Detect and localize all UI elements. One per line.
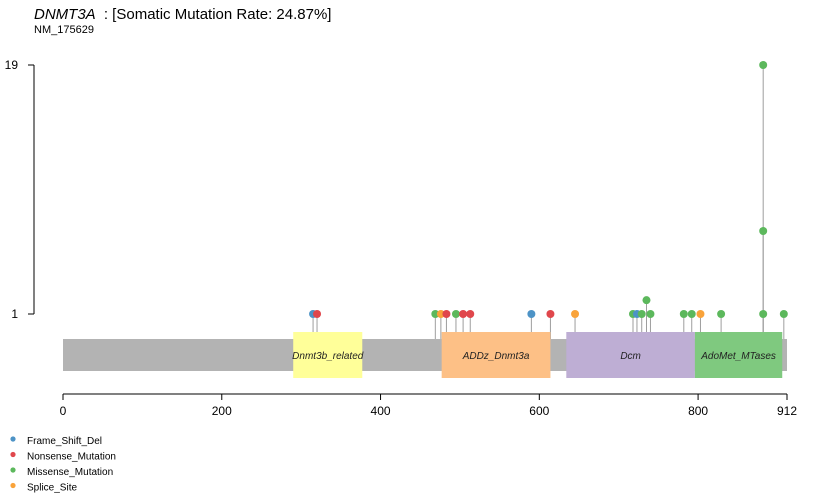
domain-dnmt3b-related (293, 332, 363, 378)
x-tick-label: 0 (60, 404, 67, 418)
domain-dcm (566, 332, 695, 378)
y-tick-label: 19 (5, 58, 19, 72)
mutation-point (646, 310, 655, 318)
x-tick-label: 400 (371, 404, 391, 418)
mutation-point (546, 310, 555, 318)
chart-title: DNMT3A : [Somatic Mutation Rate: 24.87%] (34, 6, 331, 23)
mutation-point (436, 310, 445, 318)
domain-adomet-mtases (694, 332, 783, 378)
x-tick-label: 912 (777, 404, 797, 418)
x-axis: 0 200 400 600 800 912 (60, 393, 797, 418)
mutation-point (451, 310, 460, 318)
domain-label: ADDz_Dnmt3a (462, 351, 530, 362)
legend-marker (10, 451, 16, 458)
domain-label: Dcm (620, 351, 641, 362)
legend-marker (10, 482, 16, 489)
domain-layer: Dnmt3b_related ADDz_Dnmt3a Dcm AdoMet_MTase… (292, 332, 783, 378)
mutation-point (431, 310, 440, 318)
mutation-point-layer (309, 61, 788, 318)
legend-label: Nonsense_Mutation (27, 452, 116, 463)
domain-label: Dnmt3b_related (292, 351, 364, 362)
x-tick-label: 600 (529, 404, 549, 418)
mutation-point (642, 296, 651, 305)
chart-title-gene: DNMT3A (34, 6, 96, 23)
mutation-point (696, 310, 705, 318)
mutation-point (759, 61, 768, 69)
mutation-point (687, 310, 696, 318)
mutation-stem-layer (312, 65, 785, 339)
mutation-point (779, 310, 788, 318)
chart-subtitle: NM_175629 (34, 24, 94, 36)
x-tick-label: 800 (688, 404, 708, 418)
y-tick-label: 1 (11, 307, 18, 321)
mutation-point (679, 310, 688, 318)
domain-addz-dnmt3a (441, 332, 551, 378)
mutation-point (442, 310, 451, 318)
mutation-point (759, 227, 768, 235)
mutation-point (571, 310, 580, 318)
y-axis: 1 19 (5, 58, 35, 321)
mutation-point (527, 310, 536, 318)
legend-label: Frame_Shift_Del (27, 436, 102, 447)
mutation-point (717, 310, 726, 318)
mutation-point (637, 310, 646, 318)
domain-label: AdoMet_MTases (700, 351, 776, 362)
mutation-point (466, 310, 475, 318)
mutation-point (459, 310, 468, 318)
legend-marker (10, 436, 16, 442)
legend-label: Missense_Mutation (27, 467, 113, 478)
legend-marker (10, 467, 16, 473)
legend: Frame_Shift_Del Nonsense_Mutation Missense… (10, 436, 116, 494)
legend-label: Splice_Site (27, 483, 77, 494)
mutation-point (759, 310, 768, 318)
mutation-point (313, 310, 322, 318)
chart-title-rate: : [Somatic Mutation Rate: 24.87%] (104, 6, 332, 23)
x-tick-label: 200 (212, 404, 232, 418)
